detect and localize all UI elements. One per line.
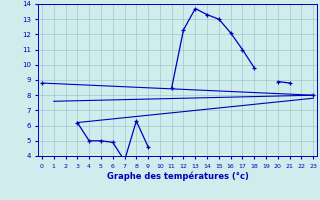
X-axis label: Graphe des températures (°c): Graphe des températures (°c)	[107, 171, 249, 181]
